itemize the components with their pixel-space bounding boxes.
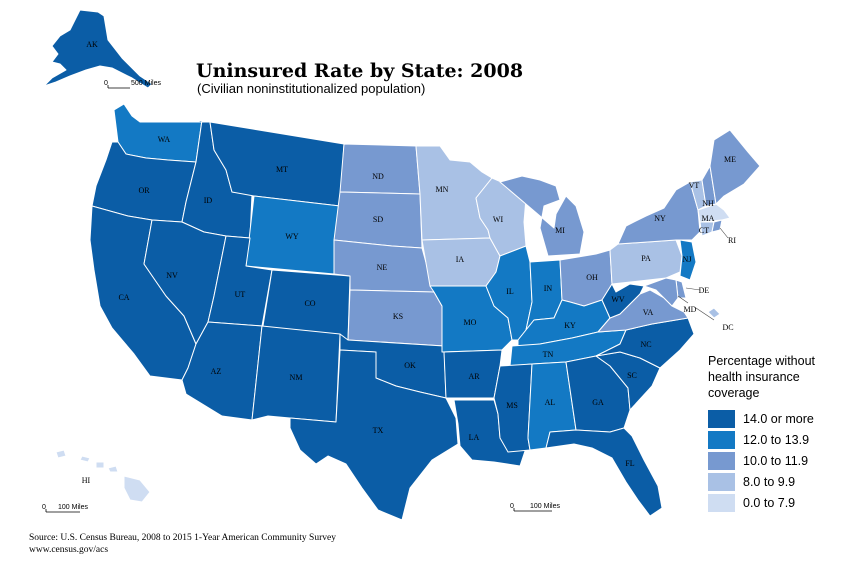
state-HI[interactable] <box>55 449 151 503</box>
state-MI[interactable] <box>499 175 585 257</box>
hawaii-scale-label: 100 Miles <box>58 504 88 511</box>
label-NC: NC <box>640 340 651 349</box>
label-NJ: NJ <box>683 255 692 264</box>
label-MO: MO <box>464 318 477 327</box>
state-NY[interactable] <box>617 181 701 245</box>
label-MA: MA <box>702 214 715 223</box>
legend-item: 10.0 to 11.9 <box>708 451 848 471</box>
label-CO: CO <box>304 299 315 308</box>
state-NJ[interactable] <box>679 239 697 281</box>
label-IA: IA <box>456 255 465 264</box>
hawaii-scale-zero: 0 <box>42 504 46 511</box>
alaska-scale-label: 500 Miles <box>131 80 161 87</box>
source-url[interactable]: www.census.gov/acs <box>29 545 109 555</box>
map-legend: Percentage without health insurance cove… <box>708 353 848 514</box>
state-ME[interactable] <box>709 129 761 205</box>
state-leader-lines <box>677 227 729 321</box>
label-NM: NM <box>290 373 303 382</box>
legend-item: 12.0 to 13.9 <box>708 430 848 450</box>
label-WI: WI <box>493 215 504 224</box>
state-ND[interactable] <box>339 143 421 195</box>
label-NY: NY <box>654 214 666 223</box>
label-MI: MI <box>555 226 565 235</box>
alaska-scale-zero: 0 <box>104 80 108 87</box>
map-title: Uninsured Rate by State: 2008 <box>196 60 524 82</box>
label-NE: NE <box>377 263 388 272</box>
label-WV: WV <box>611 295 625 304</box>
label-MD: MD <box>684 305 697 314</box>
state-WA[interactable] <box>113 103 203 163</box>
state-TX[interactable] <box>289 349 459 521</box>
label-MN: MN <box>436 185 449 194</box>
legend-label: 8.0 to 9.9 <box>743 475 796 489</box>
label-HI: HI <box>82 476 91 485</box>
label-MT: MT <box>276 165 288 174</box>
hawaii-scale-bar: 0 100 Miles <box>42 504 88 513</box>
state-NC[interactable] <box>595 317 695 369</box>
label-VA: VA <box>643 308 654 317</box>
legend-swatch <box>708 494 735 512</box>
label-SC: SC <box>627 371 637 380</box>
legend-label: 14.0 or more <box>743 412 814 426</box>
label-MS: MS <box>506 401 518 410</box>
label-WA: WA <box>158 135 171 144</box>
label-AK: AK <box>86 40 98 49</box>
state-IL[interactable] <box>485 245 533 341</box>
legend-label: 0.0 to 7.9 <box>743 496 796 510</box>
label-OR: OR <box>138 186 150 195</box>
label-KY: KY <box>564 321 576 330</box>
conus-scale-label: 100 Miles <box>530 503 560 510</box>
legend-label: 10.0 to 11.9 <box>743 454 809 468</box>
state-AK[interactable] <box>43 9 153 89</box>
label-AR: AR <box>468 372 480 381</box>
label-OK: OK <box>404 361 416 370</box>
label-RI: RI <box>728 236 736 245</box>
label-KS: KS <box>393 312 403 321</box>
conus-scale-zero: 0 <box>510 503 514 510</box>
label-OH: OH <box>586 273 598 282</box>
legend-item: 0.0 to 7.9 <box>708 493 848 513</box>
label-ND: ND <box>372 172 384 181</box>
label-ID: ID <box>204 196 213 205</box>
label-TN: TN <box>543 350 554 359</box>
label-LA: LA <box>469 433 480 442</box>
state-RI[interactable] <box>711 219 723 233</box>
label-PA: PA <box>641 254 651 263</box>
source-note: Source: U.S. Census Bureau, 2008 to 2015… <box>29 532 336 556</box>
label-GA: GA <box>592 398 604 407</box>
source-citation: Source: U.S. Census Bureau, 2008 to 2015… <box>29 533 336 543</box>
label-IN: IN <box>544 284 553 293</box>
legend-title: Percentage without health insurance cove… <box>708 354 816 400</box>
label-DE: DE <box>699 286 710 295</box>
legend-swatch <box>708 452 735 470</box>
state-FL[interactable] <box>545 427 663 517</box>
legend-swatch <box>708 410 735 428</box>
legend-item: 8.0 to 9.9 <box>708 472 848 492</box>
label-TX: TX <box>373 426 384 435</box>
legend-item: 14.0 or more <box>708 409 848 429</box>
label-NH: NH <box>702 199 714 208</box>
state-MD[interactable] <box>643 277 679 307</box>
label-AL: AL <box>545 398 556 407</box>
legend-label: 12.0 to 13.9 <box>743 433 810 447</box>
label-CA: CA <box>118 293 129 302</box>
legend-swatch <box>708 431 735 449</box>
legend-swatch <box>708 473 735 491</box>
label-UT: UT <box>235 290 246 299</box>
label-AZ: AZ <box>211 367 222 376</box>
state-DC[interactable] <box>707 307 721 319</box>
label-SD: SD <box>373 215 383 224</box>
label-VT: VT <box>689 181 700 190</box>
label-FL: FL <box>625 459 634 468</box>
label-WY: WY <box>285 232 299 241</box>
map-subtitle: (Civilian noninstitutionalized populatio… <box>197 81 426 96</box>
label-NV: NV <box>166 271 178 280</box>
label-CT: CT <box>699 226 709 235</box>
label-IL: IL <box>506 287 514 296</box>
alaska-scale-bar: 0 500 Miles <box>104 80 161 89</box>
conus-scale-bar: 0 100 Miles <box>510 503 560 512</box>
label-DC: DC <box>722 323 733 332</box>
label-ME: ME <box>724 155 736 164</box>
